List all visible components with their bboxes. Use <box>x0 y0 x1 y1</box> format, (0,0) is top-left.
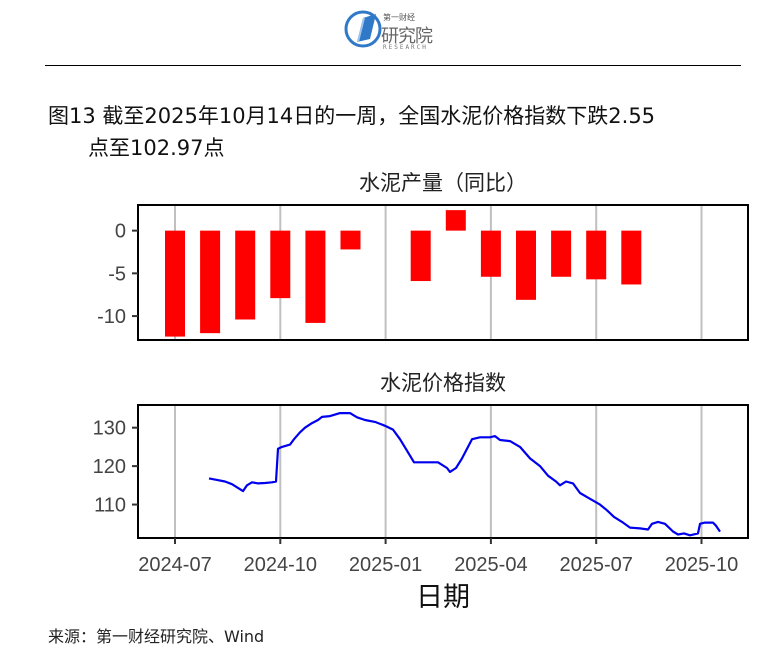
bar <box>621 230 642 285</box>
bar <box>235 230 256 320</box>
bar <box>445 210 466 231</box>
x-tick-label: 2025-04 <box>454 554 527 576</box>
bar <box>200 230 221 334</box>
x-tick-label: 2025-07 <box>559 554 632 576</box>
figure-title: 图13 截至2025年10月14日的一周，全国水泥价格指数下跌2.55 点至10… <box>48 100 655 164</box>
y-tick-label: 120 <box>93 456 126 478</box>
y-tick-label: 110 <box>94 495 126 517</box>
bar <box>480 230 501 277</box>
y-tick-label: 130 <box>93 418 126 440</box>
price-index-line <box>208 412 721 537</box>
y-tick-label: -10 <box>97 306 126 328</box>
bar-panel-title: 水泥产量（同比） <box>359 171 527 195</box>
logo-line2: 研究院 <box>381 26 433 47</box>
x-tick-label: 2025-10 <box>665 554 738 576</box>
figure-title-line2: 点至102.97点 <box>88 136 225 160</box>
y-tick-label: -5 <box>108 263 126 285</box>
bar <box>586 230 607 280</box>
bar-panel: 0 -5 -10 <box>97 204 749 341</box>
x-axis: 2024-07 2024-10 2025-01 2025-04 2025-07 2025-… <box>138 538 738 576</box>
x-tick-label: 2025-01 <box>349 554 422 576</box>
bar <box>516 230 536 300</box>
line-panel-title: 水泥价格指数 <box>380 371 506 395</box>
logo-line1: 第一财经 <box>383 13 415 22</box>
figure-title-line1: 图13 截至2025年10月14日的一周，全国水泥价格指数下跌2.55 <box>48 104 656 128</box>
bar <box>410 230 431 282</box>
bar <box>165 230 185 337</box>
bar <box>551 230 572 277</box>
line-panel: 130 120 110 <box>93 404 749 539</box>
header-divider <box>45 65 741 66</box>
x-axis-title: 日期 <box>416 582 470 613</box>
logo-line3: RESEARCH <box>383 44 428 51</box>
bar <box>305 230 326 323</box>
x-tick-label: 2024-10 <box>244 554 317 576</box>
bar <box>270 230 291 299</box>
logo: 第一财经 研究院 RESEARCH <box>343 6 453 54</box>
source-note: 来源：第一财经研究院、Wind <box>48 627 265 646</box>
diamond-logo-icon <box>344 10 382 48</box>
x-tick-label: 2024-07 <box>138 554 211 576</box>
bar <box>340 230 361 250</box>
y-tick-label: 0 <box>115 221 126 243</box>
